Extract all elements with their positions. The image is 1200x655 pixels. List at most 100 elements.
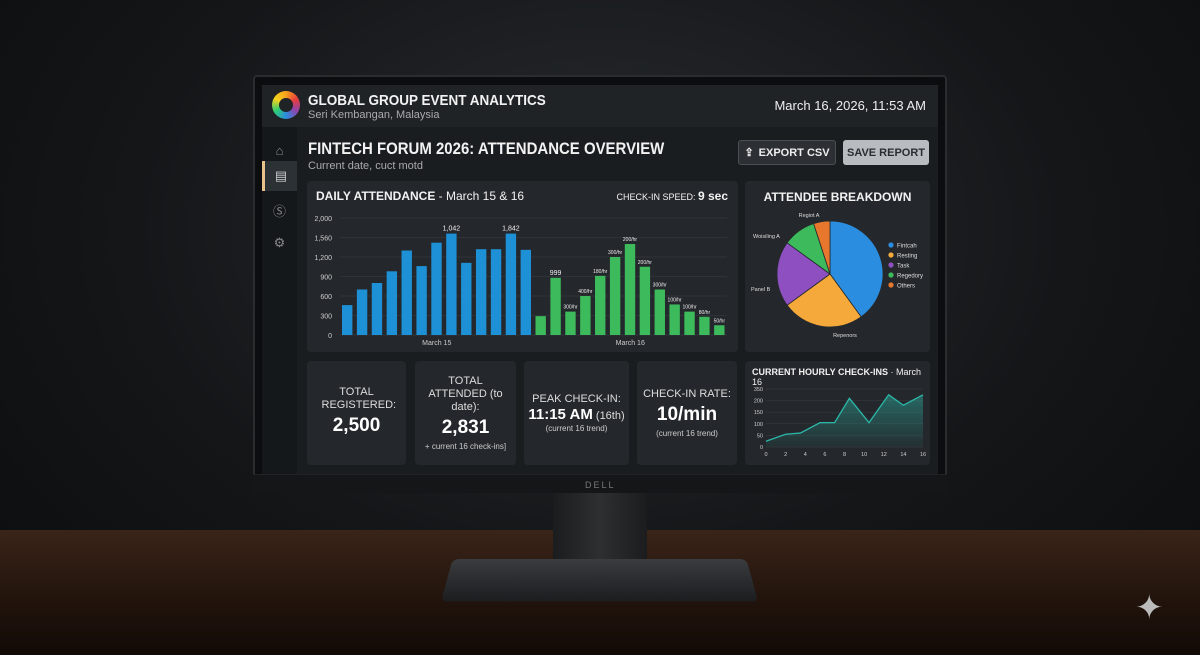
- bar-data-label: 200/hr: [623, 237, 638, 243]
- stat-value: 10/min: [656, 404, 718, 425]
- bar: [386, 271, 398, 335]
- bar: [461, 262, 472, 335]
- legend-swatch: [888, 242, 894, 248]
- x-group-label: March 15: [422, 340, 451, 347]
- series-line: [765, 393, 924, 442]
- y-tick-label: 1,200: [314, 255, 332, 262]
- hourly-checkins-panel: CURRENT HOURLY CHECK-INS · March 16 0 50 1…: [745, 361, 930, 465]
- y-tick-label: 200: [754, 399, 763, 405]
- stat-label: PEAK CHECK-IN:: [532, 393, 621, 405]
- y-tick-label: 0: [760, 445, 763, 451]
- app-header: GLOBAL GROUP EVENT ANALYTICS Seri Kemban…: [262, 85, 938, 127]
- bar-data-label: 80/hr: [699, 310, 711, 316]
- datetime: March 16, 2026, 11:53 AM: [774, 98, 926, 113]
- stat-value: 2,500: [332, 415, 381, 436]
- dashboard-screen: GLOBAL GROUP EVENT ANALYTICS Seri Kemban…: [262, 85, 938, 474]
- bar: [475, 249, 487, 335]
- sidebar-item-events[interactable]: ▤: [262, 161, 297, 191]
- pie-chart-title: ATTENDEE BREAKDOWN: [763, 190, 912, 204]
- bar: [520, 249, 531, 335]
- bar: [595, 275, 606, 335]
- legend-label: Fintcah: [897, 244, 917, 250]
- bar: [342, 305, 353, 335]
- stat-note: (current 16 trend): [656, 429, 718, 438]
- x-tick-label: 4: [804, 452, 807, 458]
- line-chart-subtitle: · March 16: [752, 367, 922, 387]
- bar: [580, 296, 591, 335]
- x-tick-label: 8: [843, 452, 846, 458]
- pie-slice: [813, 220, 831, 275]
- export-csv-button[interactable]: ⇪ EXPORT CSV: [738, 140, 836, 165]
- location: Seri Kembangan, Malaysia: [308, 109, 440, 121]
- bar-chart-title: DAILY ATTENDANCE: [316, 189, 436, 203]
- monitor-chin: [253, 474, 947, 493]
- app-logo: [272, 91, 300, 119]
- stat-value-suffix: (16th): [592, 410, 625, 422]
- app-title: GLOBAL GROUP EVENT ANALYTICS: [308, 92, 546, 109]
- bar: [535, 316, 546, 335]
- bar: [684, 311, 695, 335]
- gear-icon: ⚙: [273, 235, 286, 250]
- pie-outer-label: Panel B: [751, 287, 771, 293]
- page-title: FINTECH FORUM 2026: ATTENDANCE OVERVIEW: [308, 139, 665, 158]
- x-tick-label: 16: [920, 452, 926, 458]
- x-group-label: March 16: [616, 340, 645, 347]
- export-csv-label: EXPORT CSV: [758, 146, 830, 159]
- y-tick-label: 100: [754, 422, 763, 428]
- pie-slice: [829, 220, 884, 318]
- sidebar-item-settings[interactable]: ⚙: [262, 228, 297, 258]
- bar-data-label: 100/hr: [682, 305, 697, 311]
- save-report-button[interactable]: SAVE REPORT: [843, 140, 929, 165]
- speed-value: 9 sec: [697, 189, 728, 203]
- bar-data-label: 50/hr: [714, 318, 726, 324]
- daily-attendance-panel: DAILY ATTENDANCE - March 15 & 16 CHECK-I…: [307, 181, 738, 352]
- sidebar-item-home[interactable]: ⌂: [262, 135, 297, 165]
- sidebar-item-billing[interactable]: Ⓢ: [262, 195, 297, 225]
- y-tick-label: 300: [320, 314, 332, 321]
- stat-card-peak: PEAK CHECK-IN: 11:15 AM (16th) (current …: [524, 361, 629, 465]
- calendar-icon: ▤: [274, 168, 288, 183]
- bar-data-label: 400/hr: [578, 289, 593, 295]
- monitor-brand: DELL: [585, 480, 616, 490]
- legend-swatch: [888, 272, 894, 278]
- stat-label: TOTAL ATTENDED (to date):: [428, 375, 503, 413]
- bar-data-label: 100/hr: [668, 297, 683, 303]
- legend-label: Others: [897, 284, 915, 290]
- bar-chart: 0 300 600 900 1,200 1,560 2,000 1,042 1,842 999 30…: [314, 216, 727, 347]
- bar: [416, 266, 427, 335]
- area-fill: [766, 394, 923, 447]
- pie-slice: [786, 273, 862, 328]
- y-tick-label: 1,560: [314, 236, 332, 243]
- bar: [565, 311, 576, 335]
- legend-swatch: [888, 262, 894, 268]
- bar-data-label: 999: [550, 270, 562, 277]
- speed-label: CHECK-IN SPEED:: [616, 192, 698, 202]
- y-tick-label: 600: [320, 294, 332, 301]
- stat-value: 2,831: [441, 417, 490, 438]
- bar: [699, 316, 710, 335]
- stat-note: + current 16 check-ins]: [424, 442, 507, 451]
- x-tick-label: 10: [861, 452, 867, 458]
- x-tick-label: 6: [823, 452, 826, 458]
- bar-data-label: 200/hr: [638, 260, 653, 266]
- attendee-breakdown-panel: ATTENDEE BREAKDOWN Fintcah Resting Task Reg…: [745, 181, 930, 352]
- monitor-stand-neck: [553, 493, 647, 568]
- x-tick-label: 2: [784, 452, 787, 458]
- x-tick-label: 0: [764, 452, 767, 458]
- bar: [371, 283, 383, 335]
- pie-outer-label: Regiot A: [799, 213, 820, 219]
- y-tick-label: 50: [757, 433, 763, 439]
- stat-label: CHECK-IN RATE:: [643, 388, 731, 400]
- bar: [624, 244, 636, 335]
- x-tick-label: 12: [881, 452, 887, 458]
- legend-swatch: [888, 282, 894, 288]
- bar-data-label: 1,842: [502, 226, 520, 233]
- bar: [609, 257, 621, 335]
- bar-chart-subtitle: - March 15 & 16: [435, 189, 525, 203]
- bar-data-label: 300/hr: [563, 305, 578, 311]
- legend-label: Task: [897, 264, 910, 270]
- home-icon: ⌂: [275, 142, 284, 158]
- stat-card-rate: CHECK-IN RATE: 10/min (current 16 trend): [637, 361, 737, 465]
- y-tick-label: 150: [754, 410, 763, 416]
- bar-data-label: 180/hr: [593, 269, 608, 275]
